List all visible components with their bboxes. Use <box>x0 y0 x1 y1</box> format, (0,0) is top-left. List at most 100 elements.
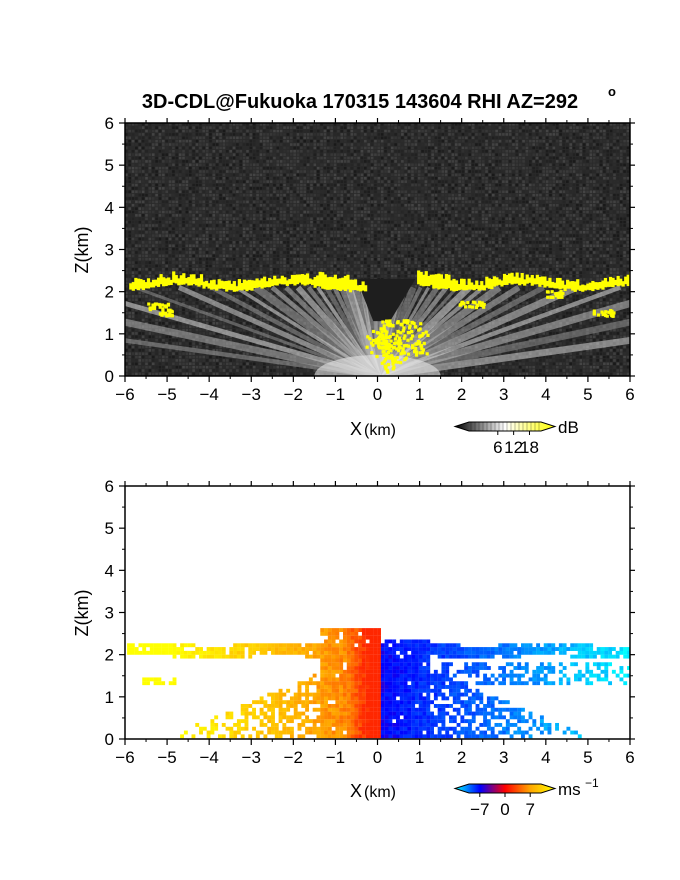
noise-cell <box>589 305 593 308</box>
noise-cell <box>596 268 599 271</box>
noise-cell <box>125 264 128 268</box>
noise-cell <box>168 295 172 298</box>
noise-cell <box>199 365 202 369</box>
noise-cell <box>559 372 562 376</box>
noise-cell <box>273 342 276 345</box>
noise-cell <box>502 271 505 275</box>
noise-cell <box>138 352 142 355</box>
noise-cell <box>330 264 333 268</box>
noise-cell <box>535 298 539 302</box>
noise-cell <box>263 274 266 278</box>
noise-cell <box>256 328 259 332</box>
noise-cell <box>616 349 620 352</box>
noise-cell <box>145 271 148 275</box>
noise-cell <box>273 369 276 372</box>
noise-cell <box>128 271 131 275</box>
noise-cell <box>525 325 529 328</box>
noise-cell <box>182 322 185 325</box>
noise-cell <box>162 359 165 362</box>
noise-cell <box>222 349 226 352</box>
noise-cell <box>158 352 162 355</box>
noise-cell <box>478 291 482 295</box>
noise-cell <box>172 335 175 339</box>
noise-cell <box>296 264 300 268</box>
noise-cell <box>215 298 219 302</box>
noise-cell <box>131 298 135 302</box>
noise-cell <box>572 369 576 372</box>
noise-cell <box>576 365 579 369</box>
noise-cell <box>603 365 606 369</box>
noise-cell <box>555 369 559 372</box>
noise-cell <box>424 264 428 268</box>
noise-cell <box>606 355 610 359</box>
noise-cell <box>616 372 620 376</box>
noise-cell <box>592 372 596 376</box>
noise-cell <box>549 271 552 275</box>
noise-cell <box>505 332 509 335</box>
noise-cell <box>421 322 424 325</box>
noise-cell <box>592 362 596 366</box>
noise-cell <box>182 291 185 295</box>
noise-cell <box>340 264 344 268</box>
noise-cell <box>226 298 229 302</box>
noise-cell <box>505 322 509 325</box>
noise-cell <box>279 298 283 302</box>
noise-cell <box>428 264 431 268</box>
noise-cell <box>219 295 222 298</box>
noise-cell <box>471 274 475 278</box>
noise-cell <box>239 271 243 275</box>
noise-cell <box>202 318 206 322</box>
noise-cell <box>145 298 148 302</box>
noise-cell <box>613 332 616 335</box>
noise-cell <box>582 291 586 295</box>
noise-cell <box>592 322 596 325</box>
noise-cell <box>263 318 266 322</box>
noise-cell <box>135 308 138 312</box>
noise-cell <box>619 369 623 372</box>
noise-cell <box>151 355 155 359</box>
noise-cell <box>222 335 226 339</box>
noise-cell <box>424 308 428 312</box>
noise-cell <box>616 318 620 322</box>
noise-cell <box>434 311 438 315</box>
noise-cell <box>525 349 529 352</box>
noise-cell <box>596 305 599 308</box>
noise-cell <box>283 372 286 376</box>
noise-cell <box>242 274 246 278</box>
noise-cell <box>215 264 219 268</box>
noise-cell <box>468 274 471 278</box>
noise-cell <box>300 305 303 308</box>
noise-cell <box>286 271 290 275</box>
noise-cell <box>303 369 307 372</box>
noise-cell <box>195 355 199 359</box>
noise-cell <box>522 349 525 352</box>
noise-cell <box>374 271 377 275</box>
noise-cell <box>576 372 579 376</box>
noise-cell <box>465 372 468 376</box>
noise-cell <box>263 369 266 372</box>
noise-cell <box>259 271 263 275</box>
noise-cell <box>145 311 148 315</box>
noise-cell <box>350 278 354 281</box>
noise-cell <box>236 318 239 322</box>
noise-cell <box>131 362 135 366</box>
noise-cell <box>293 325 296 328</box>
noise-cell <box>552 315 556 318</box>
noise-cell <box>158 291 162 295</box>
noise-cell <box>475 264 478 268</box>
noise-cell <box>178 291 182 295</box>
noise-cell <box>205 301 209 305</box>
noise-cell <box>135 261 138 264</box>
noise-cell <box>586 301 589 305</box>
noise-cell <box>212 264 216 268</box>
noise-cell <box>283 369 286 372</box>
noise-cell <box>232 365 236 369</box>
noise-cell <box>168 322 172 325</box>
noise-cell <box>249 261 253 264</box>
noise-cell <box>209 369 212 372</box>
noise-cell <box>613 295 616 298</box>
noise-cell <box>549 308 552 312</box>
noise-cell <box>273 362 276 366</box>
noise-cell <box>542 295 546 298</box>
noise-cell <box>162 291 165 295</box>
